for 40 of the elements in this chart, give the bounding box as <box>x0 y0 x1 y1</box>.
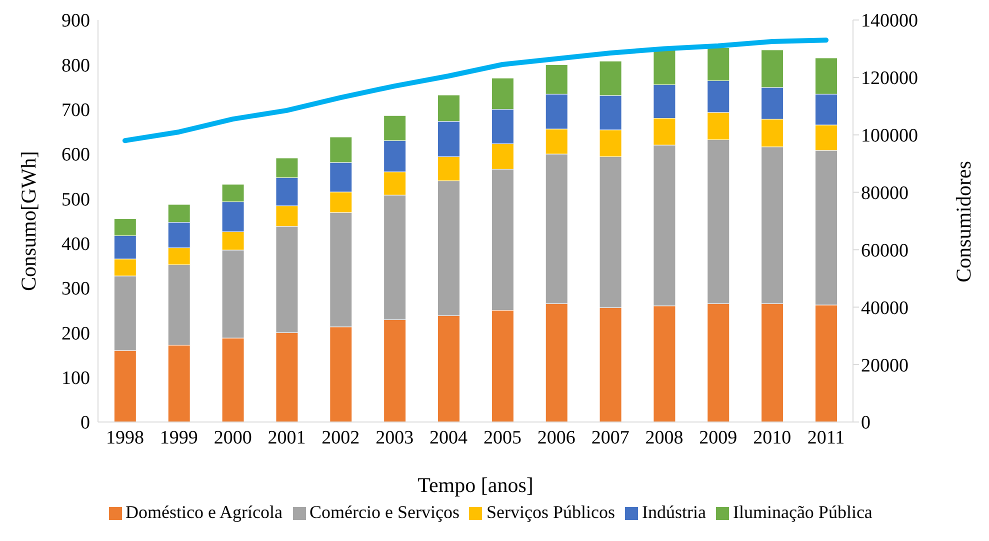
y-tick-label: 600 <box>62 144 90 166</box>
y-tick-label: 500 <box>62 189 90 210</box>
y-tick-label: 800 <box>62 55 90 76</box>
y2-axis-title: Consumidores <box>951 161 976 282</box>
y-tick-label: 100 <box>62 368 90 390</box>
y-tick-label: 200 <box>62 323 90 344</box>
x-axis-title: Tempo [anos] <box>418 473 534 497</box>
x-tick-label: 2006 <box>537 427 576 448</box>
y-tick-label: 300 <box>62 278 90 300</box>
legend-label: Serviços Públicos <box>486 502 615 522</box>
x-tick-label: 2007 <box>591 427 630 448</box>
x-tick-label: 2011 <box>807 427 845 448</box>
x-tick-label: 2001 <box>268 427 306 448</box>
x-tick-label: 1999 <box>160 427 198 448</box>
legend-label: Comércio e Serviços <box>310 502 460 522</box>
x-tick-label: 2010 <box>753 427 792 448</box>
legend-label: Doméstico e Agrícola <box>126 502 283 522</box>
y-tick-label: 400 <box>62 234 90 256</box>
y-tick-label: 700 <box>62 100 90 122</box>
x-tick-label: 2003 <box>376 427 414 448</box>
x-tick-label: 2008 <box>645 427 684 448</box>
y2-tick-label: 80000 <box>861 183 908 204</box>
y2-tick-label: 140000 <box>861 10 918 32</box>
x-tick-label: 2000 <box>214 427 252 448</box>
x-tick-label: 2009 <box>699 427 738 448</box>
y2-tick-label: 0 <box>861 412 870 434</box>
y2-tick-label: 20000 <box>861 355 908 376</box>
y2-tick-label: 100000 <box>861 126 918 147</box>
x-tick-label: 2002 <box>322 427 360 448</box>
x-tick-label: 2004 <box>430 427 468 448</box>
y2-tick-label: 120000 <box>861 68 918 90</box>
x-tick-label: 2005 <box>483 427 522 448</box>
y2-tick-label: 60000 <box>861 240 908 262</box>
y-tick-label: 0 <box>80 412 90 434</box>
x-tick-label: 1998 <box>106 427 144 448</box>
y2-tick-label: 40000 <box>861 298 908 319</box>
y-axis-title: Consumo[GWh] <box>16 151 40 291</box>
y-tick-label: 900 <box>62 10 90 32</box>
legend-label: Iluminação Pública <box>732 502 872 522</box>
legend-label: Indústria <box>642 502 706 522</box>
